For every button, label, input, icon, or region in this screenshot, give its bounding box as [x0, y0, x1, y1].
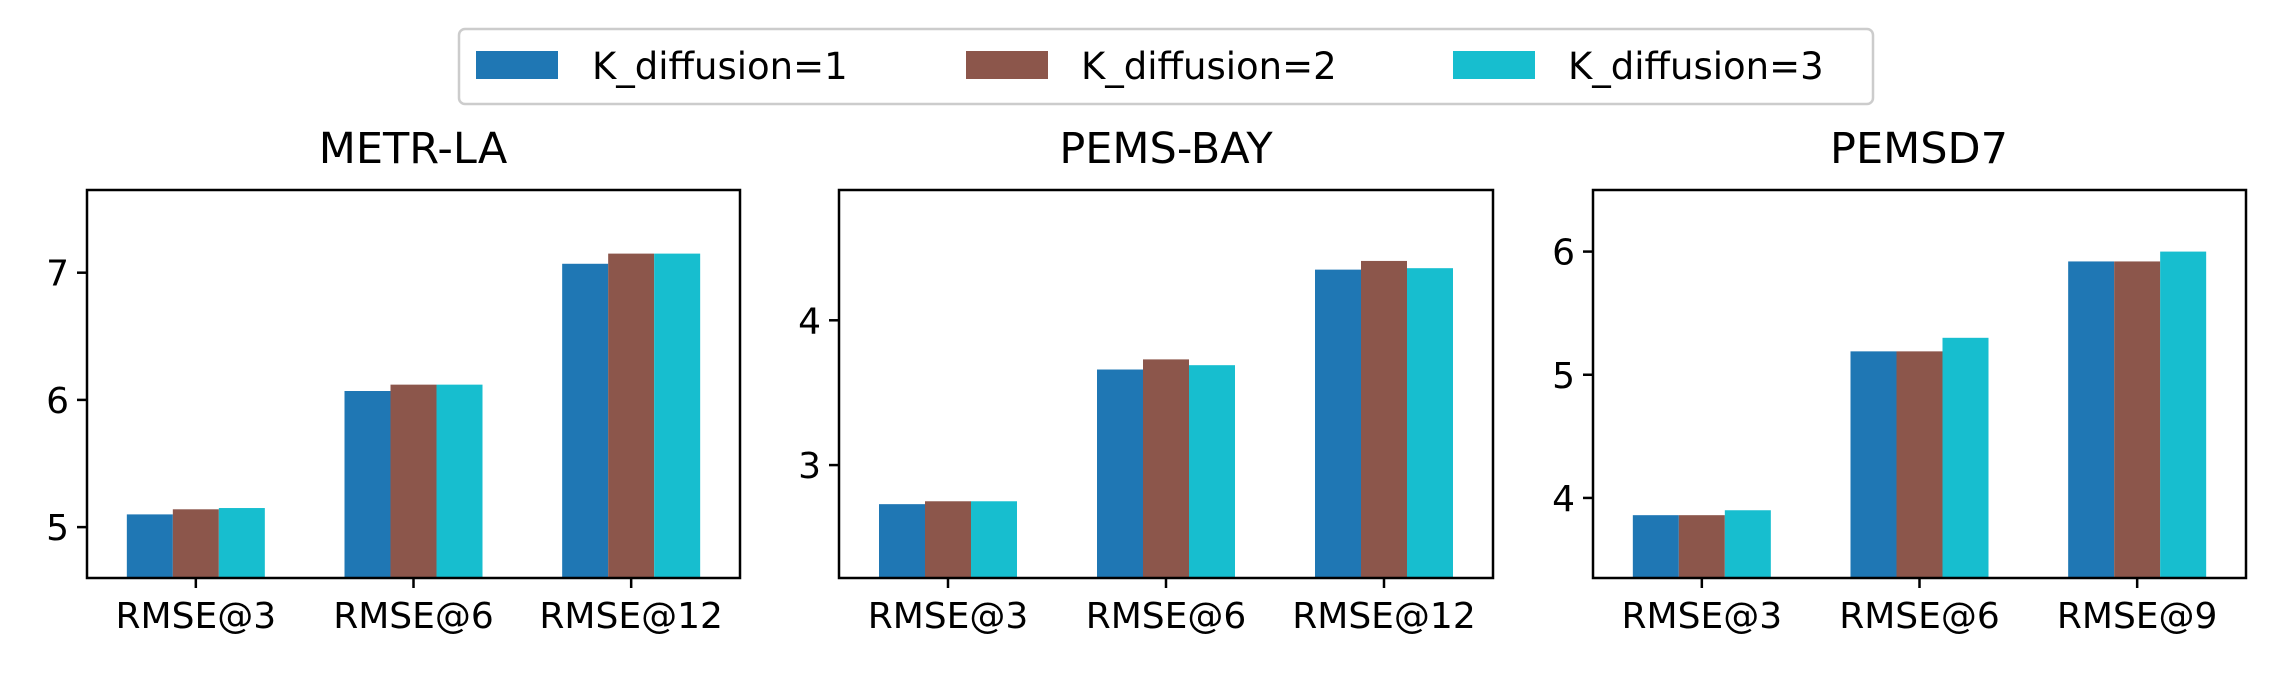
bar-1-rmse-6	[1850, 351, 1897, 578]
bar-1-rmse-6	[344, 391, 391, 578]
bar-2-rmse-3	[1678, 515, 1725, 578]
legend-frame	[457, 27, 1875, 106]
subplot-pems-bay: PEMS-BAY RMSE@3 RMSE@6 RMSE@12 3 4	[798, 124, 1495, 637]
bar-2-rmse-12	[1361, 260, 1407, 578]
bar-2-rmse-9	[2114, 261, 2161, 578]
y-tick-label: 6	[46, 381, 69, 422]
legend-label-1: K_diffusion=1	[592, 45, 848, 88]
x-tick-label: RMSE@6	[1839, 596, 2000, 637]
legend-label-2: K_diffusion=2	[1081, 45, 1337, 88]
y-tick-label: 4	[1552, 479, 1575, 520]
y-tick-label: 7	[46, 254, 69, 295]
bar-1-rmse-6	[1097, 369, 1143, 578]
bar-2-rmse-6	[1896, 351, 1943, 578]
legend-swatch-1	[476, 51, 558, 79]
subplot-metr-la: METR-LA RMSE@3 RMSE@6 RMSE@12 5 6 7	[46, 124, 742, 637]
x-tick-label: RMSE@9	[2057, 596, 2218, 637]
bar-1-rmse-12	[562, 263, 609, 578]
bar-3-rmse-12	[1407, 268, 1453, 578]
bar-2-rmse-6	[390, 384, 437, 578]
x-tick-label: RMSE@12	[539, 596, 722, 637]
plot-frame	[837, 188, 1495, 580]
x-tick-label: RMSE@3	[868, 596, 1029, 637]
x-tick-label: RMSE@6	[1086, 596, 1247, 637]
y-tick-label: 5	[46, 508, 69, 549]
subplot-title: PEMSD7	[1830, 124, 2008, 174]
bar-1-rmse-3	[1632, 515, 1679, 578]
plot-frame	[1591, 188, 2248, 580]
bar-2-rmse-3	[172, 509, 219, 578]
bar-1-rmse-9	[2068, 261, 2115, 578]
legend-entry-3: K_diffusion=3	[1453, 45, 1824, 88]
bar-3-rmse-12	[654, 253, 701, 579]
x-tick-label: RMSE@6	[333, 596, 494, 637]
bar-3-rmse-9	[2160, 251, 2207, 578]
bar-3-rmse-6	[1942, 337, 1989, 578]
y-tick-label: 6	[1552, 233, 1575, 274]
legend-entry-1: K_diffusion=1	[476, 45, 848, 88]
bar-3-rmse-3	[1724, 510, 1771, 578]
x-tick-label: RMSE@3	[1622, 596, 1783, 637]
bar-2-rmse-6	[1143, 359, 1189, 578]
subplot-pemsd7: PEMSD7 RMSE@3 RMSE@6 RMSE@9 4 5 6	[1552, 124, 2248, 637]
legend-swatch-3	[1453, 51, 1535, 79]
x-tick-label: RMSE@3	[116, 596, 277, 637]
plot-frame	[85, 188, 742, 580]
x-tick-label: RMSE@12	[1292, 596, 1475, 637]
y-tick-label: 3	[798, 446, 821, 487]
subplot-title: PEMS-BAY	[1059, 124, 1273, 174]
bar-3-rmse-6	[1189, 365, 1235, 578]
bar-1-rmse-3	[879, 504, 925, 578]
bar-2-rmse-3	[925, 501, 971, 578]
bar-3-rmse-3	[971, 501, 1017, 578]
legend-label-3: K_diffusion=3	[1568, 45, 1824, 88]
bar-3-rmse-6	[436, 384, 483, 578]
subplot-title: METR-LA	[319, 124, 508, 174]
bar-2-rmse-12	[608, 253, 655, 579]
y-tick-label: 5	[1552, 356, 1575, 397]
legend-swatch-2	[966, 51, 1048, 79]
legend: K_diffusion=1 K_diffusion=2 K_diffusion=…	[457, 27, 1875, 106]
y-tick-label: 4	[798, 301, 821, 342]
bar-3-rmse-3	[218, 508, 265, 578]
legend-entry-2: K_diffusion=2	[966, 45, 1337, 88]
bar-1-rmse-12	[1315, 269, 1361, 578]
bar-1-rmse-3	[126, 514, 173, 578]
